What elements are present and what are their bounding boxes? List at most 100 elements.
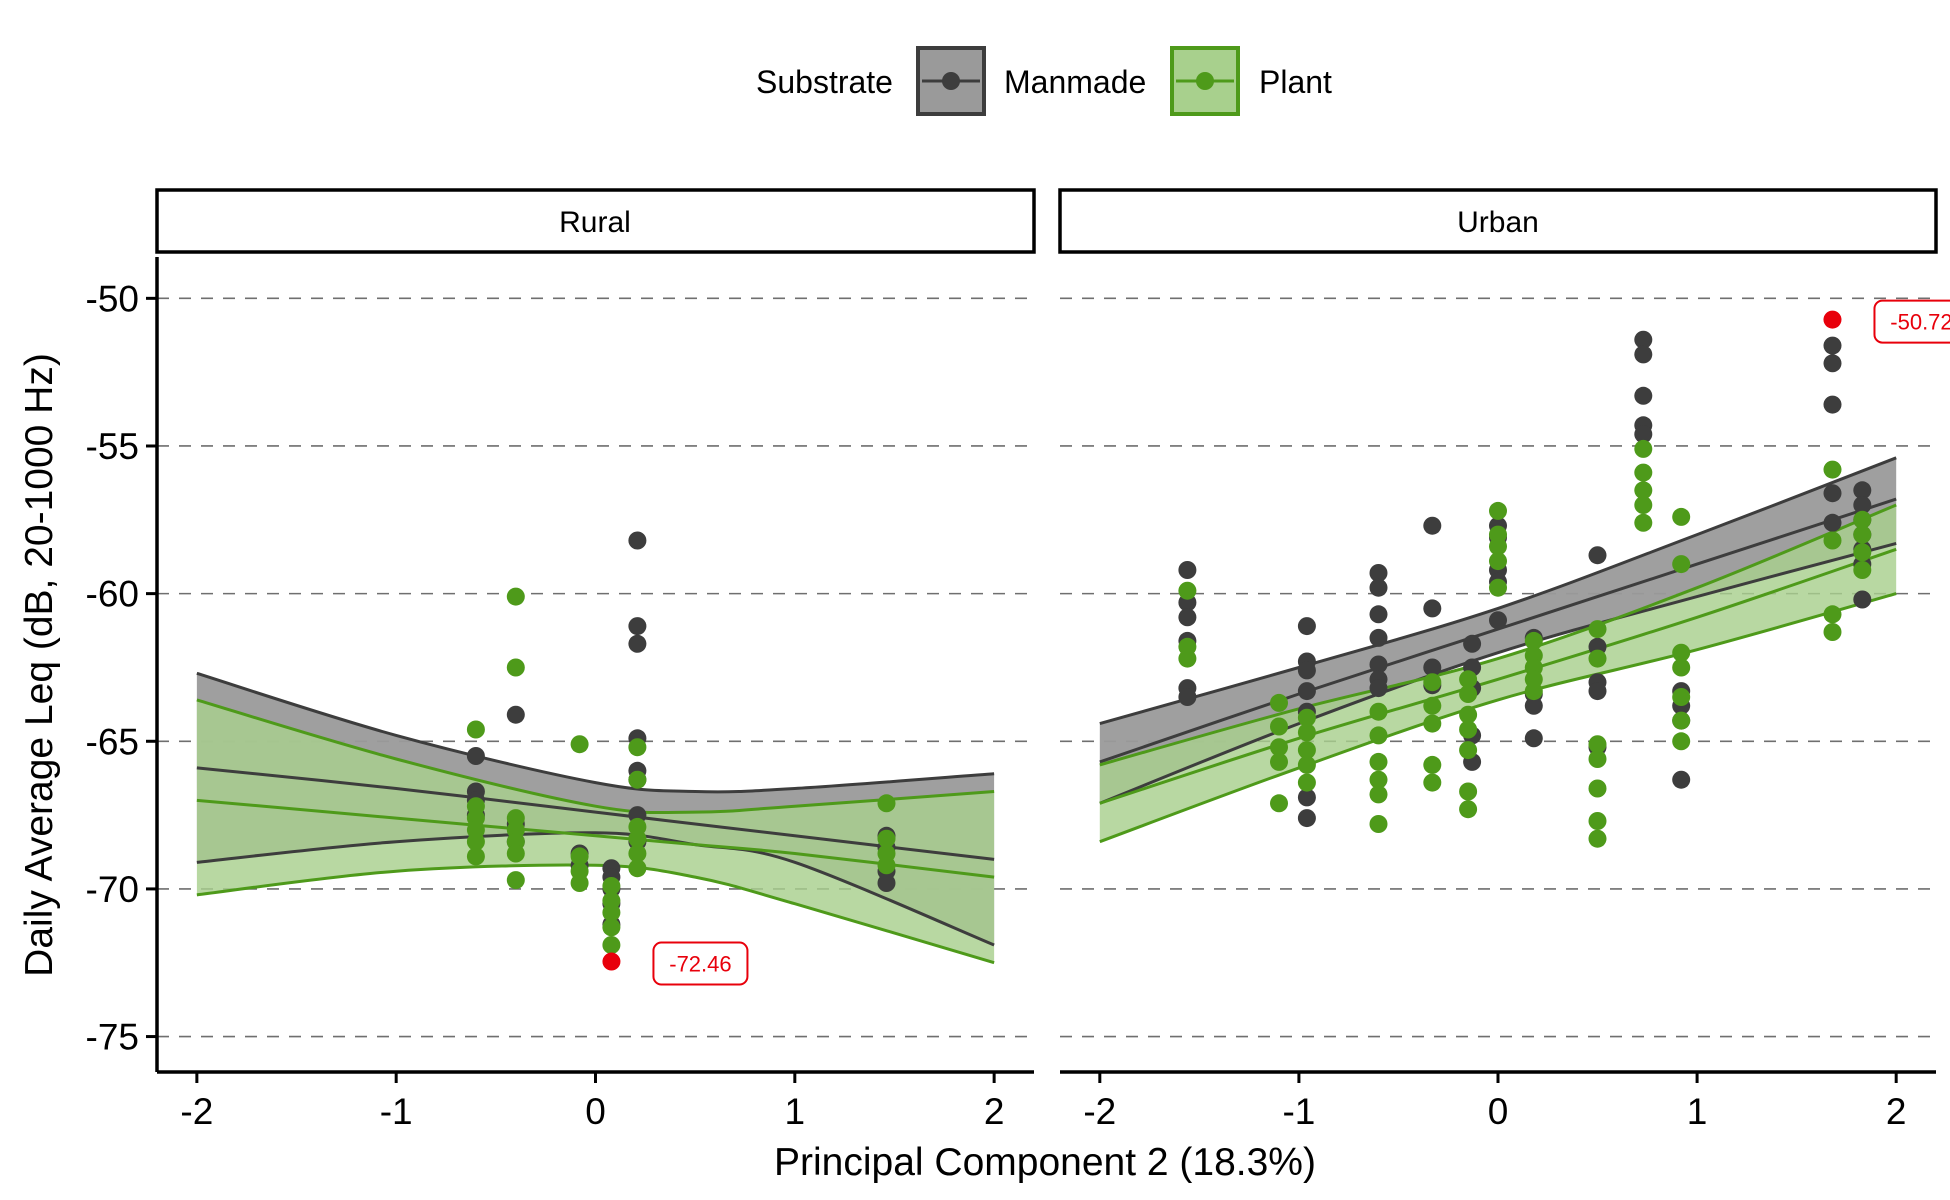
data-point-plant <box>1459 705 1478 724</box>
data-point-manmade <box>628 531 647 550</box>
fit-line-plant <box>1099 547 1897 805</box>
data-point-plant <box>628 738 647 757</box>
data-point-plant <box>628 829 647 848</box>
data-point-manmade <box>877 874 896 892</box>
data-point-plant <box>1270 717 1288 736</box>
data-point-manmade <box>1672 770 1691 789</box>
data-point-plant <box>466 847 485 866</box>
y-tick-label: -50 <box>86 278 139 319</box>
data-point-plant <box>1369 702 1388 721</box>
data-point-plant <box>1672 507 1691 526</box>
data-point-plant <box>1524 682 1543 701</box>
facet-strip-rural: Rural <box>155 188 1036 254</box>
data-point-manmade <box>1297 788 1316 807</box>
data-point-manmade <box>1369 655 1388 674</box>
data-point-manmade <box>1853 481 1872 500</box>
data-point-plant <box>1297 723 1316 742</box>
data-point-manmade <box>1178 608 1197 627</box>
data-point-manmade <box>1634 345 1653 364</box>
data-point-plant <box>506 587 525 606</box>
x-tick-label: 0 <box>585 1091 606 1132</box>
data-point-plant <box>1178 649 1197 668</box>
data-point-plant <box>1459 720 1478 739</box>
legend-key-plant-point <box>1196 72 1214 90</box>
ribbon-edge-manmade <box>1099 541 1897 805</box>
data-point-manmade <box>1178 688 1197 706</box>
data-point-plant <box>1588 649 1607 668</box>
facet-label-urban: Urban <box>1457 206 1539 239</box>
data-point-plant <box>1423 773 1442 792</box>
data-point-plant <box>1369 785 1388 804</box>
y-tick-label: -70 <box>86 869 139 910</box>
data-point-manmade <box>1369 564 1388 582</box>
legend: Substrate Manmade Plant <box>756 46 1332 116</box>
ribbon-edge-plant <box>1099 503 1897 767</box>
data-point-plant <box>1588 812 1607 830</box>
y-tick-label: -55 <box>86 426 139 467</box>
x-tick-label: -2 <box>1083 1091 1116 1132</box>
data-point-plant <box>1634 439 1653 458</box>
data-point-plant <box>1853 525 1872 544</box>
data-point-manmade <box>1634 386 1653 405</box>
data-point-plant <box>1672 711 1691 730</box>
data-point-plant <box>1369 752 1388 771</box>
data-point-plant <box>1489 537 1507 556</box>
callout-label: -50.72 <box>1890 310 1950 335</box>
data-point-plant <box>1634 481 1653 500</box>
data-point-plant <box>570 847 589 866</box>
data-point-plant <box>1672 555 1691 574</box>
data-point-plant <box>602 877 621 895</box>
panel-urban: -50.72 -2 -1 0 1 2 <box>1060 297 1950 1132</box>
y-tick-label: -75 <box>86 1017 139 1058</box>
data-point-manmade <box>1463 634 1482 653</box>
data-point-manmade <box>628 617 647 636</box>
data-point-manmade <box>1588 546 1607 565</box>
data-point-manmade <box>1853 496 1872 514</box>
data-point-plant <box>1588 779 1607 798</box>
data-point-plant <box>1672 658 1691 677</box>
data-point-plant <box>1459 782 1478 801</box>
data-point-plant <box>506 658 525 677</box>
data-point-plant <box>602 903 621 922</box>
data-point-plant <box>628 859 647 878</box>
data-point-plant <box>1524 631 1543 650</box>
callout-box <box>652 941 749 986</box>
data-point-manmade <box>1489 611 1507 630</box>
data-point-plant <box>570 735 589 754</box>
data-point-manmade <box>1369 605 1388 624</box>
data-point-plant <box>1853 543 1872 562</box>
callout-box <box>1873 299 1950 344</box>
data-point-manmade <box>1297 661 1316 680</box>
data-point-plant <box>1459 685 1478 703</box>
data-point-plant <box>1270 794 1288 813</box>
data-point-manmade <box>1823 484 1842 503</box>
extreme-point <box>602 952 621 971</box>
data-point-plant <box>602 918 621 937</box>
data-point-plant <box>1823 531 1842 550</box>
data-point-manmade <box>466 747 485 765</box>
ribbon-edge-manmade <box>1099 456 1897 726</box>
data-point-plant <box>1297 708 1316 727</box>
data-point-manmade <box>1369 628 1388 647</box>
data-point-plant <box>1588 735 1607 754</box>
facet-label-rural: Rural <box>559 206 631 239</box>
data-point-plant <box>1588 829 1607 848</box>
facet-strip-urban: Urban <box>1058 188 1938 254</box>
data-point-manmade <box>1423 599 1442 618</box>
ribbon-edge-plant <box>1099 592 1897 844</box>
data-point-plant <box>1297 741 1316 760</box>
data-point-manmade <box>1588 682 1607 701</box>
data-point-plant <box>1423 673 1442 692</box>
data-point-plant <box>1369 815 1388 833</box>
data-point-plant <box>1459 741 1478 760</box>
data-point-plant <box>1489 501 1507 520</box>
data-point-manmade <box>1369 578 1388 597</box>
x-tick-label: 1 <box>785 1091 806 1132</box>
legend-key-manmade-point <box>942 72 960 90</box>
data-point-manmade <box>1524 696 1543 715</box>
data-point-plant <box>1459 670 1478 689</box>
data-point-manmade <box>1823 336 1842 355</box>
data-point-plant <box>1489 552 1507 571</box>
data-point-manmade <box>1423 658 1442 677</box>
